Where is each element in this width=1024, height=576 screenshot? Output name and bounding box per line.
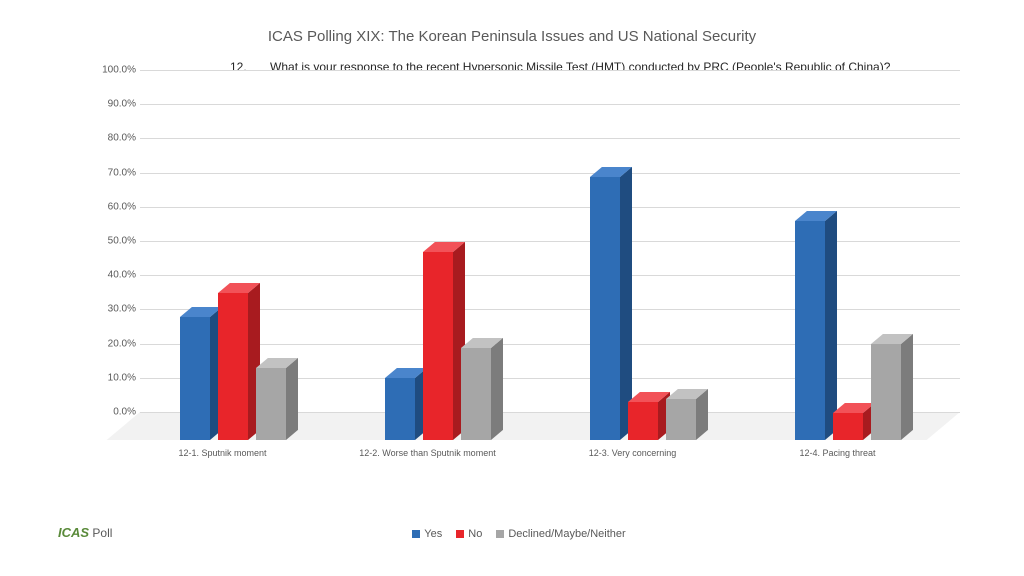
bar-yes — [590, 177, 620, 440]
legend-swatch — [412, 530, 420, 538]
y-axis-label: 100.0% — [88, 65, 136, 76]
legend-swatch — [496, 530, 504, 538]
y-axis-label: 20.0% — [88, 338, 136, 349]
x-axis-label: 12-2. Worse than Sputnik moment — [338, 448, 518, 458]
gridline — [140, 309, 960, 310]
gridline — [140, 344, 960, 345]
y-axis-label: 30.0% — [88, 304, 136, 315]
x-axis-label: 12-1. Sputnik moment — [133, 448, 313, 458]
bar-no — [218, 293, 248, 440]
bar-declined-maybe-neither — [871, 344, 901, 440]
y-axis-label: 80.0% — [88, 133, 136, 144]
bar-yes — [385, 378, 415, 440]
brand-logo-text: ICAS — [58, 525, 89, 540]
gridline — [140, 207, 960, 208]
legend-label: Declined/Maybe/Neither — [508, 528, 625, 540]
legend-label: Yes — [424, 528, 442, 540]
bar-yes — [795, 221, 825, 440]
y-axis-label: 70.0% — [88, 167, 136, 178]
brand-label: Poll — [92, 526, 112, 540]
gridline — [140, 275, 960, 276]
bar-declined-maybe-neither — [461, 348, 491, 440]
bar-yes — [180, 317, 210, 440]
y-axis-label: 40.0% — [88, 270, 136, 281]
bar-no — [423, 252, 453, 440]
chart-title: ICAS Polling XIX: The Korean Peninsula I… — [0, 28, 1024, 45]
gridline — [140, 138, 960, 139]
bar-no — [833, 413, 863, 440]
gridline — [140, 173, 960, 174]
x-axis-label: 12-3. Very concerning — [543, 448, 723, 458]
gridline — [140, 70, 960, 71]
bar-declined-maybe-neither — [666, 399, 696, 440]
bar-no — [628, 402, 658, 440]
y-axis-label: 10.0% — [88, 372, 136, 383]
y-axis-label: 50.0% — [88, 236, 136, 247]
y-axis-label: 0.0% — [88, 407, 136, 418]
footer-brand: ICAS Poll — [58, 525, 112, 540]
legend-swatch — [456, 530, 464, 538]
gridline — [140, 104, 960, 105]
plot-area: 0.0%10.0%20.0%30.0%40.0%50.0%60.0%70.0%8… — [140, 70, 960, 440]
x-axis-label: 12-4. Pacing threat — [748, 448, 928, 458]
y-axis-label: 60.0% — [88, 201, 136, 212]
bar-declined-maybe-neither — [256, 368, 286, 440]
gridline — [140, 241, 960, 242]
y-axis-label: 90.0% — [88, 99, 136, 110]
legend-label: No — [468, 528, 482, 540]
chart-area: 0.0%10.0%20.0%30.0%40.0%50.0%60.0%70.0%8… — [100, 70, 960, 470]
legend: Yes No Declined/Maybe/Neither — [0, 528, 1024, 540]
